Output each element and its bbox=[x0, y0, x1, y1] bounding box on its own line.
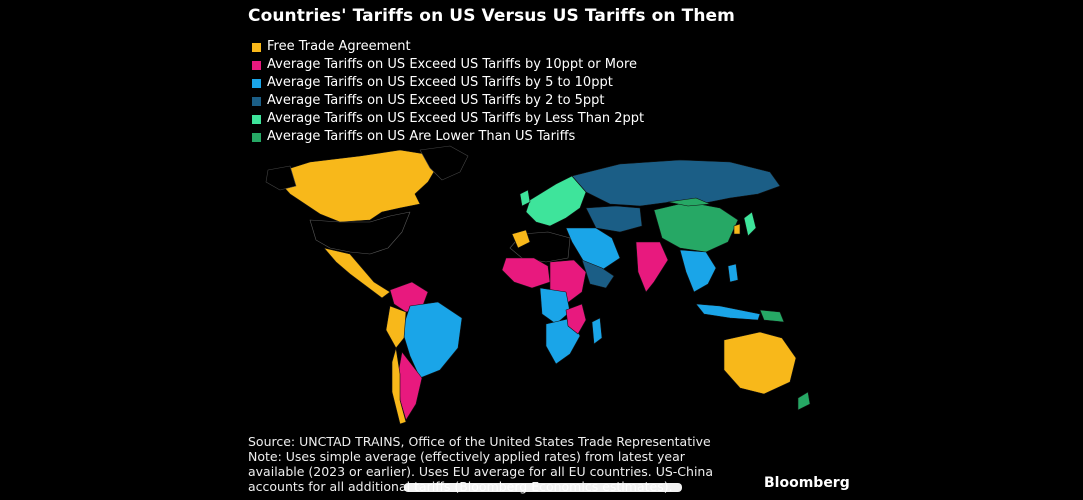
footer-note-2: available (2023 or earlier). Uses EU ave… bbox=[248, 464, 713, 479]
region-mongolia bbox=[667, 197, 711, 207]
region-brazil bbox=[401, 301, 463, 379]
region-arabia bbox=[581, 259, 615, 289]
legend: Free Trade Agreement Average Tariffs on … bbox=[252, 38, 644, 146]
region-southern-africa-2 bbox=[565, 303, 587, 335]
region-central-africa bbox=[539, 287, 571, 325]
legend-swatch bbox=[252, 78, 261, 88]
region-papua bbox=[759, 309, 785, 323]
region-india bbox=[635, 241, 669, 293]
region-mexico bbox=[323, 247, 391, 299]
legend-swatch bbox=[252, 96, 261, 106]
legend-label: Average Tariffs on US Are Lower Than US … bbox=[267, 129, 576, 144]
region-japan bbox=[743, 211, 757, 237]
region-usa bbox=[309, 211, 411, 255]
legend-swatch bbox=[252, 42, 261, 52]
legend-item-lt-2ppt: Average Tariffs on US Exceed US Tariffs … bbox=[252, 110, 644, 128]
legend-item-2-5ppt: Average Tariffs on US Exceed US Tariffs … bbox=[252, 92, 644, 110]
legend-label: Average Tariffs on US Exceed US Tariffs … bbox=[267, 57, 638, 72]
region-philippines bbox=[727, 263, 739, 283]
world-map bbox=[265, 145, 811, 425]
region-new-zealand bbox=[797, 391, 811, 411]
legend-item-5-10ppt: Average Tariffs on US Exceed US Tariffs … bbox=[252, 74, 644, 92]
brand-logo: Bloomberg bbox=[764, 475, 850, 491]
region-morocco bbox=[511, 229, 531, 249]
legend-item-fta: Free Trade Agreement bbox=[252, 38, 644, 56]
region-chile bbox=[391, 347, 407, 425]
region-russia bbox=[571, 159, 781, 207]
chart-title: Countries' Tariffs on US Versus US Tarif… bbox=[248, 6, 735, 26]
footer-source: Source: UNCTAD TRAINS, Office of the Uni… bbox=[248, 434, 711, 449]
region-china bbox=[653, 201, 739, 253]
region-madagascar bbox=[591, 317, 603, 345]
region-peru bbox=[385, 305, 407, 349]
legend-label: Average Tariffs on US Exceed US Tariffs … bbox=[267, 75, 613, 90]
region-southeast-asia bbox=[679, 249, 717, 293]
footer-notes: Source: UNCTAD TRAINS, Office of the Uni… bbox=[248, 434, 718, 494]
legend-label: Average Tariffs on US Exceed US Tariffs … bbox=[267, 93, 605, 108]
region-uk bbox=[519, 189, 531, 207]
footer-note-1: Note: Uses simple average (effectively a… bbox=[248, 449, 685, 464]
obscuring-bar bbox=[404, 483, 682, 492]
legend-label: Average Tariffs on US Exceed US Tariffs … bbox=[267, 111, 645, 126]
region-indonesia bbox=[695, 303, 761, 321]
legend-swatch bbox=[252, 114, 261, 124]
region-west-africa bbox=[501, 257, 551, 289]
region-europe bbox=[525, 175, 587, 227]
legend-swatch bbox=[252, 132, 261, 142]
region-korea bbox=[733, 223, 741, 235]
legend-swatch bbox=[252, 60, 261, 70]
region-greenland bbox=[419, 145, 469, 181]
region-alaska bbox=[265, 165, 297, 191]
legend-item-10ppt: Average Tariffs on US Exceed US Tariffs … bbox=[252, 56, 644, 74]
region-canada bbox=[271, 149, 436, 223]
region-middle-east bbox=[565, 227, 621, 271]
region-australia bbox=[723, 331, 797, 395]
legend-item-lower: Average Tariffs on US Are Lower Than US … bbox=[252, 128, 644, 146]
legend-label: Free Trade Agreement bbox=[267, 39, 411, 54]
